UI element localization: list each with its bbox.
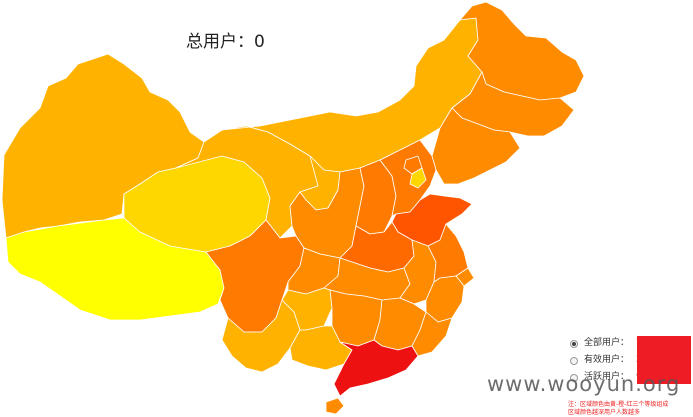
province-xizang[interactable] (5, 217, 225, 321)
watermark: www.wooyun.org (487, 372, 681, 396)
province-fujian[interactable] (411, 311, 453, 357)
legend-label: 全部用户： (584, 338, 630, 348)
legend-item-valid-users[interactable]: 有效用户： 2 (570, 352, 642, 369)
legend-item-all-users[interactable]: 全部用户： 7 (570, 335, 642, 352)
province-liaoning[interactable] (431, 107, 521, 185)
legend-label: 活跃用户： (584, 372, 630, 382)
radio-selected-icon[interactable] (570, 339, 578, 348)
province-tianjin[interactable] (409, 167, 427, 189)
note-line: 注：区域颜色由黄-橙-红三个等级组成 (568, 401, 669, 408)
total-users-label: 总用户：0 (186, 32, 265, 52)
province-zhejiang[interactable] (425, 275, 465, 323)
legend-color-swatch (637, 336, 691, 384)
radio-icon[interactable] (570, 373, 578, 382)
radio-icon[interactable] (570, 356, 578, 365)
note-line: 区域颜色越深用户人数越多 (568, 409, 641, 416)
province-guangdong[interactable] (333, 339, 419, 397)
legend-label: 有效用户： (584, 355, 630, 365)
province-heilongjiang[interactable] (459, 1, 585, 101)
province-sichuan[interactable] (205, 219, 305, 333)
color-note: 注：区域颜色由黄-橙-红三个等级组成 区域颜色越深用户人数越多 (568, 401, 668, 417)
province-hainan[interactable] (325, 397, 345, 415)
